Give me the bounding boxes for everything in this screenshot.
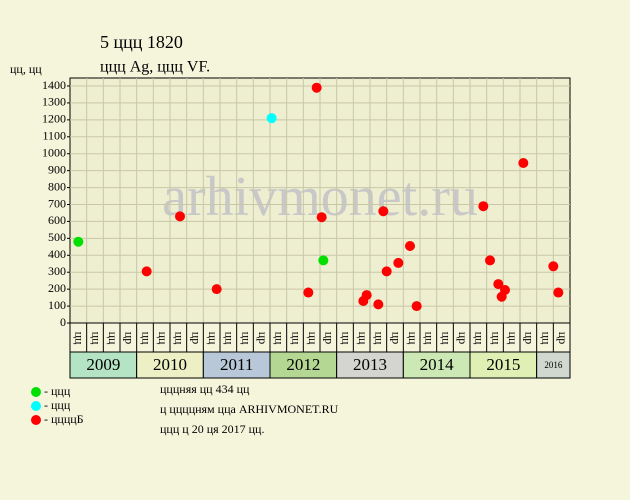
point xyxy=(500,284,510,295)
y-tick-label: 300 xyxy=(48,264,66,278)
period-label: цц xyxy=(289,332,303,345)
period-label: цц xyxy=(239,332,253,345)
period-label: цц xyxy=(306,332,320,345)
point xyxy=(73,236,84,247)
year-cell xyxy=(69,351,138,379)
point xyxy=(478,201,489,212)
point xyxy=(175,211,185,222)
period-label: цц xyxy=(356,332,370,345)
point xyxy=(393,257,404,268)
year-label: 2014 xyxy=(420,355,455,374)
period-label: цц xyxy=(439,332,453,345)
period-label: цр xyxy=(456,332,470,344)
point xyxy=(373,299,384,310)
note: цццняя цц 434 цц xyxy=(160,382,250,396)
period-label: цр xyxy=(523,332,537,344)
period-label: цц xyxy=(339,332,353,345)
y-tick-label: 500 xyxy=(48,230,66,244)
period-label: цц xyxy=(489,332,503,345)
period-label: цц xyxy=(506,332,520,345)
point xyxy=(318,255,329,266)
year-label: 2013 xyxy=(353,355,387,374)
legend-label: - ццц xyxy=(44,384,71,398)
y-tick-label: 900 xyxy=(48,162,66,176)
point xyxy=(311,82,322,93)
period-label: цр xyxy=(123,332,137,344)
year-cell xyxy=(469,351,538,379)
y-tick-label: 600 xyxy=(48,213,66,227)
year-cell xyxy=(402,351,471,379)
period-label: цр xyxy=(256,332,270,344)
legend-label: - ццццБ xyxy=(44,412,84,426)
y-tick-label: 1000 xyxy=(42,145,66,159)
point xyxy=(548,261,559,272)
period-label: цц xyxy=(223,332,237,345)
point xyxy=(316,212,327,223)
period-label: цц xyxy=(273,332,287,345)
period-label: цц xyxy=(206,332,220,345)
point xyxy=(411,301,422,312)
period-label: цц xyxy=(173,332,187,345)
year-label: 2016 xyxy=(544,360,563,370)
period-label: цц xyxy=(106,332,120,345)
period-label: цц xyxy=(423,332,437,345)
year-cell xyxy=(269,351,338,379)
period-label: цц xyxy=(539,332,553,345)
note: ц ццццням цца ARHIVMONET.RU xyxy=(160,402,339,416)
legend-marker xyxy=(31,401,41,411)
point xyxy=(405,240,415,251)
y-tick-label: 400 xyxy=(48,247,66,261)
period-label: цц xyxy=(139,332,153,345)
chart-subtitle: ццц Ag, ццц VF. xyxy=(100,59,210,76)
y-tick-label: 1400 xyxy=(42,78,66,92)
y-tick-label: 1100 xyxy=(42,129,66,143)
note: ццц ц 20 ця 2017 цц. xyxy=(160,422,264,436)
y-tick-label: 100 xyxy=(48,298,66,312)
point xyxy=(485,255,495,266)
period-label: цц xyxy=(406,332,420,345)
period-label: цц xyxy=(156,332,170,345)
y-tick-label: 200 xyxy=(48,281,66,295)
year-cell xyxy=(136,351,204,379)
chart-title: 5 ццц 1820 xyxy=(100,32,183,52)
point xyxy=(266,113,277,124)
point xyxy=(361,290,372,301)
y-tick-label: 800 xyxy=(48,179,66,193)
period-label: цр xyxy=(189,332,203,344)
period-label: цц xyxy=(89,332,103,345)
year-label: 2015 xyxy=(486,355,520,374)
legend-label: - ццц xyxy=(44,398,71,412)
period-label: цр xyxy=(323,332,337,344)
point xyxy=(211,284,222,295)
period-label: цр xyxy=(389,332,403,344)
year-cell xyxy=(202,351,271,379)
point xyxy=(378,206,389,217)
point xyxy=(141,266,152,277)
y-tick-label: 1200 xyxy=(42,112,66,126)
legend-marker xyxy=(31,387,41,397)
period-label: цр xyxy=(556,332,570,344)
year-label: 2009 xyxy=(86,355,120,374)
point xyxy=(493,279,504,290)
y-tick-label: 1300 xyxy=(42,95,66,109)
point xyxy=(518,158,529,169)
year-cell xyxy=(336,351,404,379)
point xyxy=(553,287,564,298)
year-label: 2010 xyxy=(153,355,187,374)
point xyxy=(303,287,314,298)
y-tick-label: 0 xyxy=(60,315,66,329)
legend-marker xyxy=(31,415,41,425)
year-cell xyxy=(536,351,571,379)
period-label: цц xyxy=(73,332,87,345)
year-label: 2012 xyxy=(286,355,320,374)
point xyxy=(381,266,392,277)
y-axis-label: цц, цц xyxy=(10,62,42,76)
y-tick-label: 700 xyxy=(48,196,66,210)
year-label: 2011 xyxy=(220,355,253,374)
period-label: цц xyxy=(473,332,487,345)
period-label: цц xyxy=(373,332,387,345)
